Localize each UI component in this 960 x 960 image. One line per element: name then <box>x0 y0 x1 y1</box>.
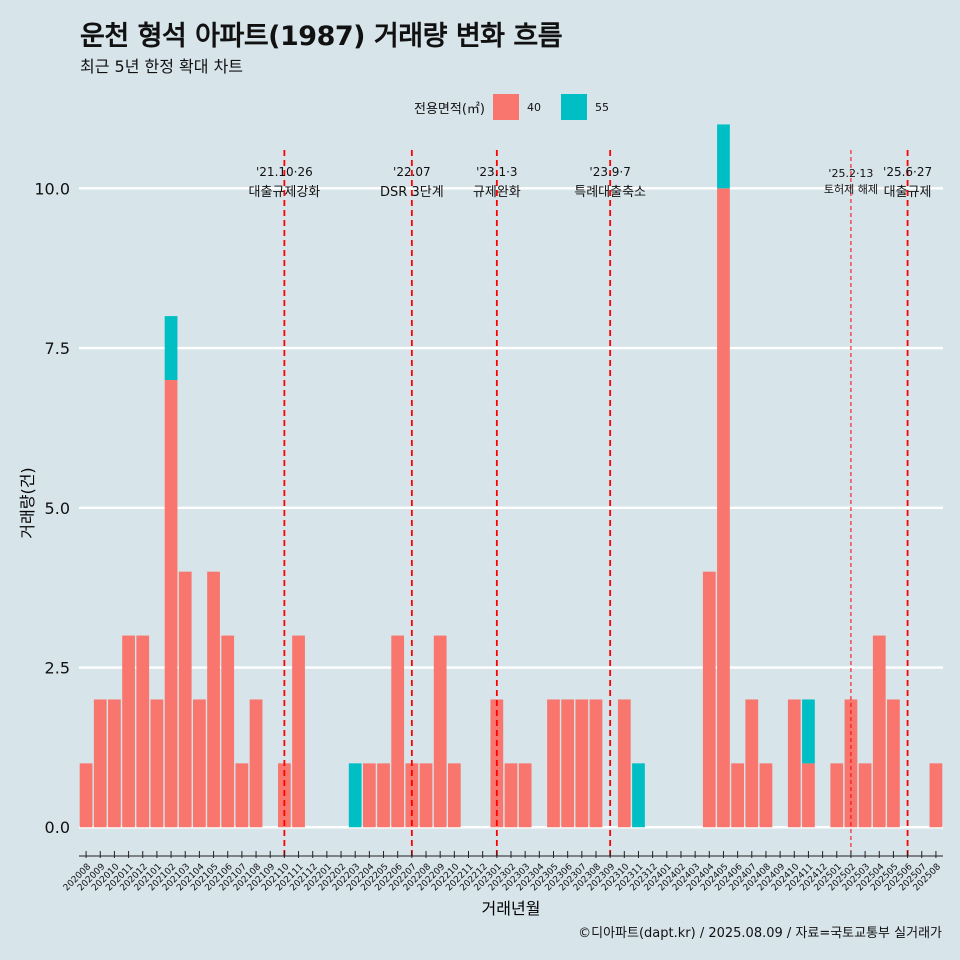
caption: ©디아파트(dapt.kr) / 2025.08.09 / 자료=국토교통부 실… <box>578 926 942 941</box>
bar-40-202209 <box>433 635 447 828</box>
bar-40-202303 <box>518 763 532 828</box>
event-name-label: 토허제 해제 <box>824 182 878 196</box>
bar-40-202011 <box>122 635 135 828</box>
chart-title: 운천 형석 아파트(1987) 거래량 변화 흐름 <box>80 21 563 52</box>
bar-40-202210 <box>447 763 461 828</box>
bar-40-202411 <box>802 763 815 828</box>
bar-40-202404 <box>702 571 716 828</box>
bar-40-202410 <box>787 699 801 828</box>
event-name-label: 대출규제강화 <box>248 185 320 200</box>
bar-55-202311 <box>632 763 645 828</box>
bar-40-202208 <box>419 763 433 828</box>
legend: 전용면적(㎡) 40 55 <box>414 93 629 121</box>
bar-40-202408 <box>759 763 773 828</box>
event-date-label: '22.07 <box>393 165 431 179</box>
chart-subtitle: 최근 5년 한정 확대 차트 <box>80 57 244 76</box>
bar-40-202307 <box>575 699 589 828</box>
y-tick-label: 7.5 <box>45 339 70 358</box>
legend-key-40 <box>492 94 519 120</box>
bar-55-202203 <box>348 763 362 828</box>
event-date-label: '21.10·26 <box>256 165 313 179</box>
bar-55-202405 <box>717 124 730 189</box>
event-date-label: '25.6·27 <box>883 165 932 179</box>
y-tick-label: 5.0 <box>45 499 70 518</box>
bar-40-202306 <box>561 699 575 828</box>
bar-40-202310 <box>617 699 631 828</box>
x-axis-label: 거래년월 <box>482 899 541 918</box>
bar-40-202101 <box>150 699 164 828</box>
event-name-label: 대출규제 <box>884 185 932 200</box>
bar-40-202111 <box>292 635 305 828</box>
bar-40-202104 <box>193 699 206 828</box>
bar-40-202308 <box>589 699 603 828</box>
bar-40-202102 <box>164 380 178 828</box>
bar-40-202204 <box>362 763 376 828</box>
bar-40-202407 <box>745 699 759 828</box>
bar-40-202105 <box>207 571 220 828</box>
event-date-label: '23.9·7 <box>589 165 630 179</box>
bar-40-202009 <box>93 699 107 828</box>
bars <box>79 124 943 828</box>
bar-40-202008 <box>79 763 93 828</box>
y-tick-label: 0.0 <box>45 818 70 837</box>
bar-40-202503 <box>858 763 872 828</box>
bar-40-202302 <box>504 763 518 828</box>
event-markers: '21.10·26 대출규제강화 '22.07 DSR 3단계 '23.1·3 규제완화 '… <box>248 150 932 856</box>
bar-40-202012 <box>136 635 150 828</box>
bar-40-202504 <box>872 635 886 828</box>
bar-40-202103 <box>178 571 192 828</box>
y-tick-label: 10.0 <box>34 179 70 198</box>
event-date-label: '23.1·3 <box>476 165 517 179</box>
bar-40-202505 <box>887 699 900 828</box>
event-name-label: 규제완화 <box>473 185 521 200</box>
bar-40-202508 <box>929 763 943 828</box>
bar-40-202502 <box>844 699 858 828</box>
bar-40-202406 <box>731 763 744 828</box>
bar-40-202108 <box>249 699 263 828</box>
event-date-label: '25.2·13 <box>828 167 873 180</box>
bar-40-202405 <box>717 188 730 828</box>
bar-40-202501 <box>830 763 844 828</box>
legend-label-55: 55 <box>594 100 609 114</box>
legend-key-55 <box>560 94 587 120</box>
event-name-label: DSR 3단계 <box>380 185 444 200</box>
bar-40-202206 <box>391 635 405 828</box>
bar-55-202411 <box>802 699 815 764</box>
bar-40-202205 <box>377 763 390 828</box>
bar-40-202010 <box>108 699 121 828</box>
y-tick-label: 2.5 <box>45 659 70 678</box>
legend-title: 전용면적(㎡) <box>414 101 485 117</box>
y-axis-label: 거래량(건) <box>18 467 37 538</box>
legend-label-40: 40 <box>526 100 541 114</box>
bar-40-202106 <box>221 635 235 828</box>
bar-55-202102 <box>164 316 178 381</box>
event-name-label: 특례대출축소 <box>574 185 646 200</box>
bar-40-202305 <box>547 699 560 828</box>
bar-40-202107 <box>235 763 249 828</box>
